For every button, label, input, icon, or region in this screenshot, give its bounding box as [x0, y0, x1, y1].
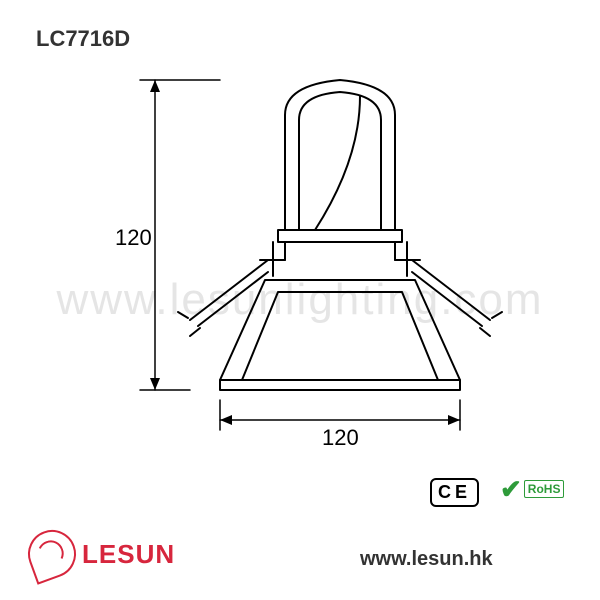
rohs-badge: ✔ RoHS [500, 476, 564, 502]
dim-height-label: 120 [115, 225, 152, 250]
brand-logo: LESUN [28, 530, 175, 578]
rohs-label: RoHS [524, 480, 565, 498]
check-icon: ✔ [500, 476, 522, 502]
logo-text: LESUN [82, 539, 175, 570]
footer-url: www.lesun.hk [360, 548, 493, 571]
dim-width-label: 120 [322, 425, 359, 450]
logo-swoosh-icon [21, 523, 83, 585]
ce-badge: CE [430, 478, 479, 507]
technical-drawing: 120 120 [60, 60, 540, 460]
ce-label: CE [430, 478, 479, 507]
diagram-canvas: { "model_code": "LC7716D", "watermark_te… [0, 0, 600, 600]
model-code: LC7716D [36, 26, 130, 52]
